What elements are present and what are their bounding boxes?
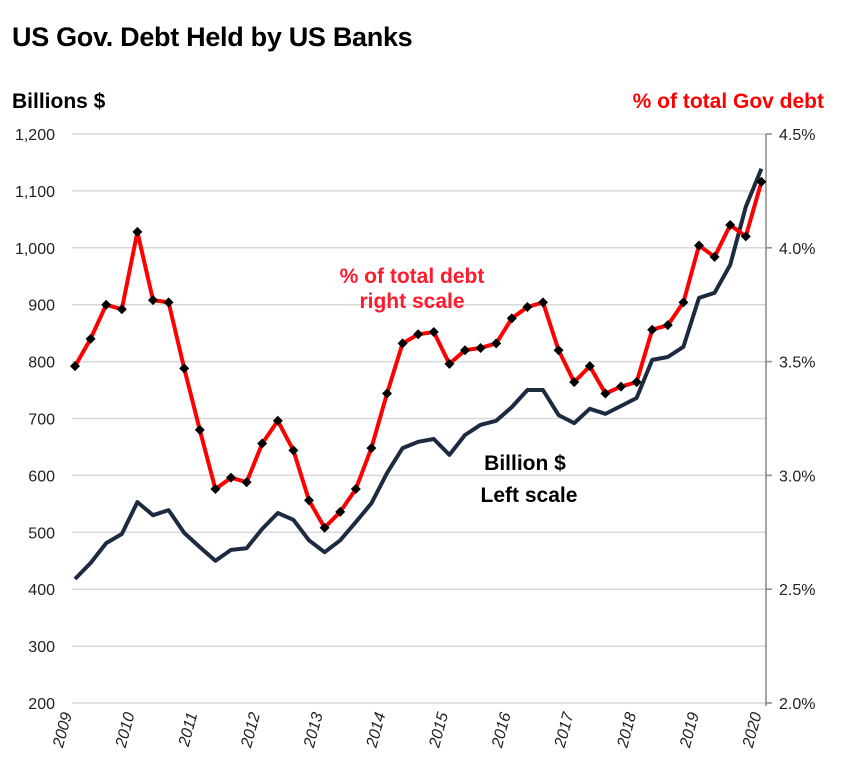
left-tick-label: 300 xyxy=(28,639,55,656)
percent-data-point xyxy=(522,301,533,312)
x-tick-label: 2013 xyxy=(301,711,327,751)
percent-data-point xyxy=(241,477,252,488)
right-tick-label: 3.0% xyxy=(779,468,815,485)
x-tick-label: 2020 xyxy=(740,711,766,751)
percent-data-point xyxy=(179,363,190,374)
x-tick-label: 2015 xyxy=(426,711,452,751)
percent-data-point xyxy=(366,443,377,454)
percent-data-point xyxy=(101,299,112,310)
right-tick-label: 4.0% xyxy=(779,241,815,258)
percent-data-point xyxy=(116,304,127,315)
percent-data-point xyxy=(460,345,470,356)
x-tick-label: 2016 xyxy=(489,711,515,751)
percent-data-point xyxy=(163,297,174,308)
percent-data-point xyxy=(413,329,424,340)
percent-data-point xyxy=(428,327,439,338)
percent-data-point xyxy=(194,424,205,435)
x-tick-label: 2017 xyxy=(552,710,578,751)
percent-data-point xyxy=(444,358,455,369)
left-tick-label: 800 xyxy=(28,355,55,372)
percent-data-point xyxy=(70,361,80,372)
percent-data-point xyxy=(740,231,751,242)
percent-data-point xyxy=(506,313,517,324)
right-tick-label: 3.5% xyxy=(779,355,815,372)
percent-data-point xyxy=(538,297,548,308)
annotation-red-1: % of total debt xyxy=(340,265,485,288)
left-tick-label: 600 xyxy=(28,468,55,485)
percent-data-point xyxy=(569,377,580,388)
percent-data-point xyxy=(148,295,158,306)
percent-data-point xyxy=(226,472,236,483)
percent-data-point xyxy=(756,176,767,187)
percent-data-point xyxy=(678,297,689,308)
left-tick-label: 500 xyxy=(28,525,55,542)
percent-data-point xyxy=(725,220,736,231)
annotation-black-2: Left scale xyxy=(481,484,578,507)
left-tick-label: 700 xyxy=(28,412,55,429)
percent-data-point xyxy=(475,342,486,353)
percent-data-point xyxy=(600,388,611,399)
percent-data-point xyxy=(584,361,595,372)
percent-data-point xyxy=(491,338,502,349)
percent-data-point xyxy=(304,495,314,506)
percent-data-point xyxy=(709,251,720,262)
x-tick-label: 2019 xyxy=(677,711,703,751)
x-tick-label: 2010 xyxy=(113,711,139,751)
percent-data-point xyxy=(662,320,673,331)
x-tick-label: 2018 xyxy=(614,711,640,751)
percent-data-point xyxy=(319,522,330,533)
left-tick-label: 200 xyxy=(28,696,55,713)
right-tick-label: 2.0% xyxy=(779,696,815,713)
annotation-red-2: right scale xyxy=(359,290,464,313)
percent-data-point xyxy=(210,484,221,495)
left-tick-label: 1,000 xyxy=(15,241,55,258)
billions-series-line xyxy=(73,167,764,581)
chart-title: US Gov. Debt Held by US Banks xyxy=(12,22,413,52)
percent-data-point xyxy=(382,388,392,399)
left-tick-label: 1,200 xyxy=(15,127,55,144)
percent-data-point xyxy=(85,333,96,344)
x-tick-label: 2009 xyxy=(50,711,76,751)
right-tick-label: 2.5% xyxy=(779,582,815,599)
percent-data-point xyxy=(350,484,361,495)
percent-data-point xyxy=(631,377,642,388)
percent-data-point xyxy=(335,506,346,517)
percent-data-point xyxy=(272,415,283,426)
left-tick-label: 1,100 xyxy=(15,184,55,201)
percent-data-point xyxy=(647,324,658,335)
percent-data-point xyxy=(616,381,626,392)
percent-data-point xyxy=(694,240,704,251)
percent-data-point xyxy=(553,345,564,356)
right-axis-label: % of total Gov debt xyxy=(632,90,824,113)
right-tick-label: 4.5% xyxy=(779,127,815,144)
percent-data-point xyxy=(132,226,143,237)
x-tick-label: 2014 xyxy=(363,711,389,751)
left-tick-label: 900 xyxy=(28,298,55,315)
percent-data-point xyxy=(257,438,268,449)
x-tick-label: 2012 xyxy=(238,711,264,751)
x-tick-label: 2011 xyxy=(176,711,202,750)
percent-data-point xyxy=(288,445,299,456)
annotation-black-1: Billion $ xyxy=(484,452,566,475)
left-axis-label: Billions $ xyxy=(12,90,106,113)
percent-data-point xyxy=(397,338,408,349)
left-tick-label: 400 xyxy=(28,582,55,599)
